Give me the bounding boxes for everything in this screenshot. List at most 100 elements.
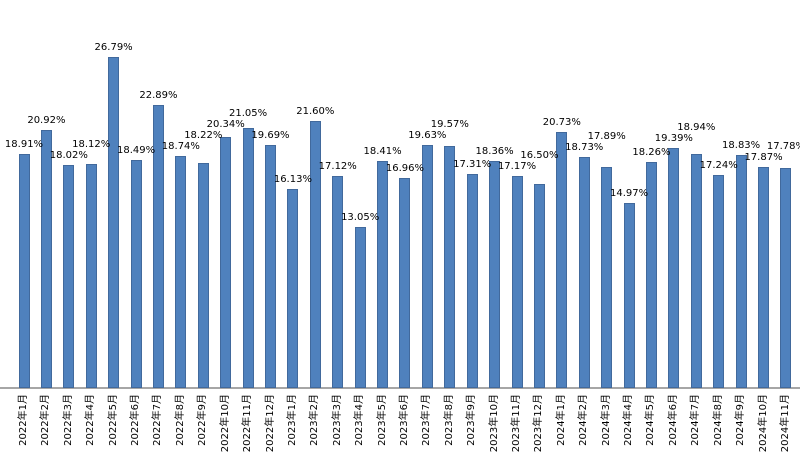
x-axis-label: 2023年12月 — [533, 394, 545, 453]
bar-value-label: 13.05% — [341, 212, 380, 223]
x-axis-label: 2024年1月 — [555, 394, 567, 446]
x-axis-label: 2024年10月 — [757, 394, 769, 453]
bar-value-label: 19.63% — [408, 130, 447, 141]
x-axis-label: 2022年6月 — [130, 394, 142, 446]
bar — [198, 163, 209, 388]
x-axis-label: 2024年5月 — [645, 394, 657, 446]
bar-value-label: 18.74% — [161, 141, 200, 152]
bar — [175, 156, 186, 388]
x-axis-label: 2024年2月 — [578, 394, 590, 446]
bar-value-label: 17.17% — [497, 161, 537, 172]
bar-value-label: 17.24% — [699, 160, 738, 171]
x-axis-label: 2023年3月 — [331, 394, 343, 446]
bar — [19, 154, 30, 388]
bar-value-label: 17.89% — [587, 131, 626, 142]
x-axis-label: 2023年4月 — [354, 394, 366, 446]
bar — [63, 165, 74, 388]
bar-value-label: 16.13% — [273, 174, 312, 185]
x-axis-label: 2023年8月 — [443, 394, 455, 446]
x-axis-label: 2023年9月 — [466, 394, 478, 446]
bar — [444, 146, 455, 388]
x-axis-label: 2022年1月 — [18, 394, 29, 446]
bar — [86, 164, 97, 388]
bar-value-label: 20.73% — [542, 117, 581, 128]
bar — [131, 160, 142, 388]
bar-value-label: 17.87% — [744, 152, 783, 163]
bar-value-label: 17.31% — [453, 159, 492, 170]
bar-value-label: 16.96% — [385, 163, 425, 174]
bar-value-label: 18.22% — [184, 130, 223, 141]
bar — [265, 145, 276, 388]
x-axis-label: 2023年6月 — [398, 394, 410, 446]
bar — [780, 168, 791, 388]
bar-value-label: 19.57% — [430, 119, 469, 130]
x-axis-label: 2024年4月 — [623, 394, 635, 446]
bar — [489, 161, 500, 388]
x-axis-label: 2024年7月 — [690, 394, 702, 446]
x-axis-label: 2022年2月 — [40, 394, 52, 446]
bar-value-label: 18.73% — [565, 142, 604, 153]
bar-value-label: 18.41% — [363, 146, 402, 157]
bar — [646, 162, 657, 388]
bar — [713, 175, 724, 388]
bar — [467, 174, 478, 388]
bar-value-label: 19.69% — [251, 130, 290, 141]
bar — [534, 184, 545, 388]
bar — [399, 178, 410, 388]
bar — [41, 130, 52, 388]
bar-value-label: 16.50% — [520, 150, 559, 161]
bar — [691, 154, 702, 388]
x-axis-label: 2023年11月 — [511, 394, 523, 453]
x-axis-label: 2022年11月 — [242, 394, 254, 453]
x-axis-label: 2022年4月 — [85, 394, 97, 446]
x-axis-label: 2023年5月 — [376, 394, 388, 446]
x-axis-label: 2022年7月 — [152, 394, 164, 446]
bar-value-label: 17.12% — [318, 161, 357, 172]
bar — [108, 57, 119, 388]
x-axis-label: 2024年6月 — [667, 394, 679, 446]
bar-value-label: 19.39% — [654, 133, 693, 144]
x-axis-label: 2022年3月 — [62, 394, 74, 446]
bar — [579, 157, 590, 388]
bar-value-label: 18.36% — [475, 146, 514, 157]
x-axis-label: 2022年9月 — [197, 394, 209, 446]
bar-value-label: 18.02% — [49, 150, 88, 161]
bar-value-label: 26.79% — [94, 42, 133, 53]
bar — [624, 203, 635, 388]
bar — [736, 155, 747, 388]
x-axis-label: 2024年8月 — [712, 394, 724, 446]
bar — [310, 121, 321, 388]
x-axis-label: 2022年12月 — [264, 394, 276, 453]
bar — [512, 176, 523, 388]
bar — [355, 227, 366, 388]
bar — [287, 189, 298, 388]
bar — [153, 105, 164, 388]
bar-value-label: 18.12% — [72, 139, 111, 150]
x-axis-label: 2022年5月 — [107, 394, 119, 446]
bar-value-label: 18.91% — [4, 139, 44, 150]
x-axis-label: 2023年2月 — [309, 394, 321, 446]
x-axis-line — [0, 387, 800, 389]
x-axis-label: 2024年11月 — [779, 394, 791, 453]
bar — [758, 167, 769, 388]
x-axis-label: 2022年8月 — [174, 394, 186, 446]
x-axis-label: 2022年10月 — [219, 394, 231, 453]
bar-value-label: 18.94% — [677, 122, 716, 133]
bar-value-label: 18.83% — [722, 140, 761, 151]
x-axis-label: 2023年10月 — [488, 394, 500, 453]
bar — [422, 145, 433, 388]
x-axis-label: 2023年7月 — [421, 394, 433, 446]
bar-value-label: 21.05% — [229, 108, 268, 119]
bar-value-label: 14.97% — [609, 188, 649, 199]
bar — [601, 167, 612, 388]
bar-value-label: 20.34% — [206, 119, 245, 130]
bar — [220, 137, 231, 388]
x-axis-label: 2023年1月 — [286, 394, 298, 446]
bar — [377, 161, 388, 388]
bar-value-label: 18.26% — [632, 147, 671, 158]
bar-value-label: 21.60% — [296, 106, 335, 117]
bar — [332, 176, 343, 388]
bar — [556, 132, 567, 388]
bar-value-label: 22.89% — [139, 90, 178, 101]
